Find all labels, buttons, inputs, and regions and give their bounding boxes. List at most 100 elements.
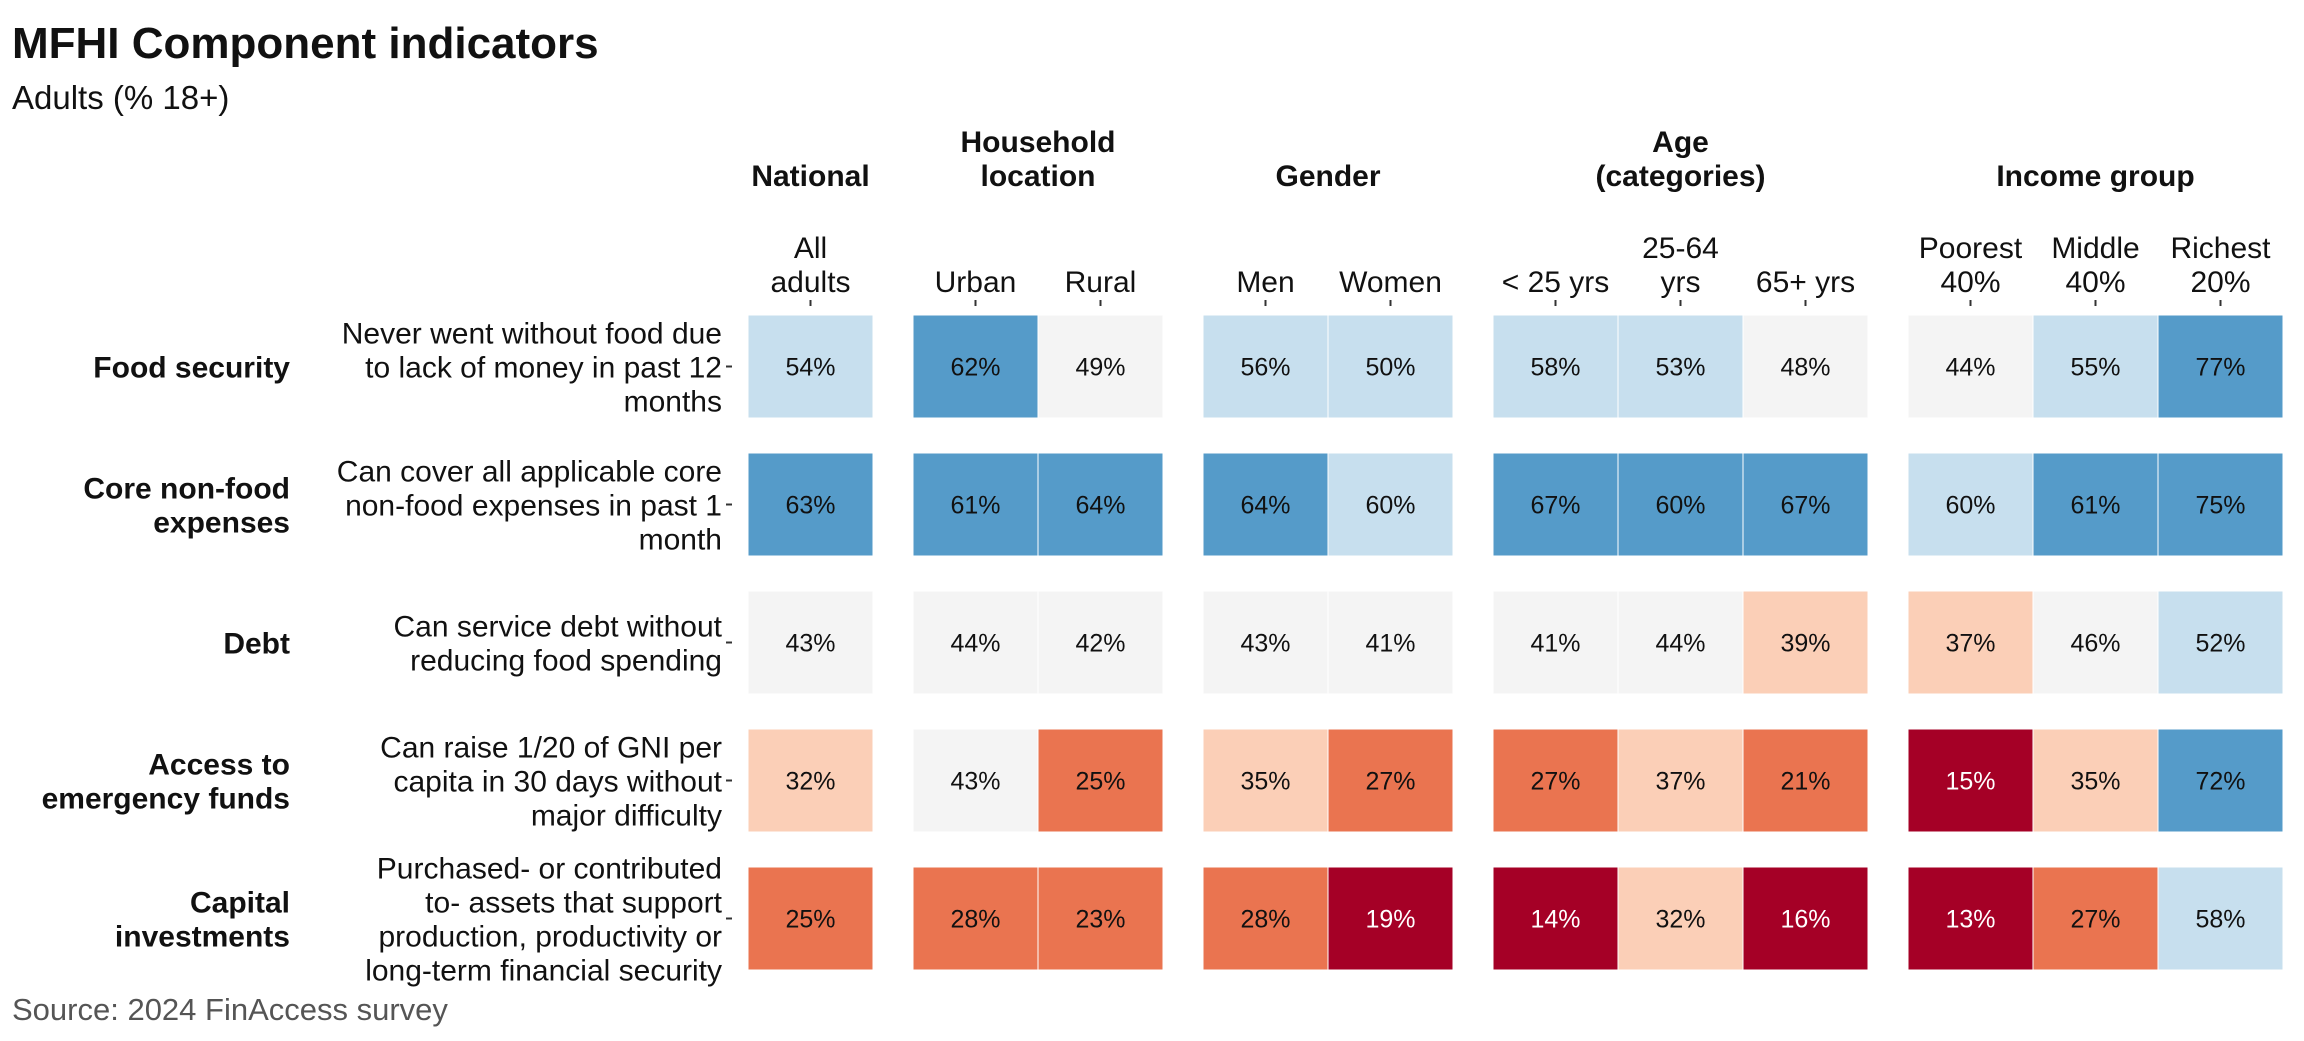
cell-value-label: 61% xyxy=(2070,492,2120,520)
cell-value-label: 28% xyxy=(1240,906,1290,934)
heatmap-cell xyxy=(747,452,874,557)
heatmap-cell xyxy=(1907,866,2034,971)
heatmap-cell xyxy=(1617,314,1744,419)
cell-value-label: 14% xyxy=(1530,906,1580,934)
heatmap-cell xyxy=(1492,314,1619,419)
heatmap-cell xyxy=(1202,314,1329,419)
heatmap-cell xyxy=(2032,590,2159,695)
column-header: Urban xyxy=(935,266,1017,299)
heatmap-cell xyxy=(1327,728,1454,833)
heatmap-cell xyxy=(1037,314,1164,419)
cell-value-label: 42% xyxy=(1075,630,1125,658)
heatmap-cell xyxy=(1742,866,1869,971)
heatmap-cell xyxy=(912,314,1039,419)
heatmap-cell xyxy=(1037,866,1164,971)
heatmap-cell xyxy=(2157,728,2284,833)
heatmap-cell xyxy=(1327,866,1454,971)
heatmap-cell xyxy=(1907,314,2034,419)
column-header: Middle 40% xyxy=(2051,232,2139,299)
heatmap-cell xyxy=(1742,314,1869,419)
heatmap-cell xyxy=(1327,452,1454,557)
heatmap-cell xyxy=(1492,728,1619,833)
column-header: 25-64 yrs xyxy=(1642,232,1719,299)
heatmap-cell xyxy=(747,866,874,971)
cell-value-label: 58% xyxy=(1530,354,1580,382)
heatmap-cell xyxy=(1327,314,1454,419)
group-header: Income group xyxy=(1996,160,2194,193)
cell-value-label: 55% xyxy=(2070,354,2120,382)
heatmap-cell xyxy=(1037,728,1164,833)
cell-value-label: 75% xyxy=(2195,492,2245,520)
heatmap-cell xyxy=(2157,452,2284,557)
heatmap-cell xyxy=(1202,728,1329,833)
row-indicator-label: Can cover all applicable core non-food ex… xyxy=(337,456,722,557)
column-header: 65+ yrs xyxy=(1756,266,1855,299)
row-category-label: Debt xyxy=(223,628,290,661)
column-header: Rural xyxy=(1065,266,1137,299)
cell-value-label: 67% xyxy=(1530,492,1580,520)
heatmap-cell xyxy=(1202,590,1329,695)
cell-value-label: 60% xyxy=(1945,492,1995,520)
heatmap-cell xyxy=(1742,452,1869,557)
cell-value-label: 25% xyxy=(1075,768,1125,796)
cell-value-label: 62% xyxy=(950,354,1000,382)
cell-value-label: 37% xyxy=(1945,630,1995,658)
heatmap-cell xyxy=(1742,728,1869,833)
cell-value-label: 44% xyxy=(950,630,1000,658)
heatmap-cell xyxy=(2032,314,2159,419)
column-header: Richest 20% xyxy=(2170,232,2271,299)
group-header: Gender xyxy=(1275,160,1380,193)
group-header: Age (categories) xyxy=(1595,126,1765,193)
heatmap-cell xyxy=(1202,866,1329,971)
cell-value-label: 50% xyxy=(1365,354,1415,382)
chart-subtitle: Adults (% 18+) xyxy=(12,79,229,116)
chart-source: Source: 2024 FinAccess survey xyxy=(12,992,448,1027)
row-category-label: Core non-food expenses xyxy=(83,473,290,540)
cell-value-label: 60% xyxy=(1365,492,1415,520)
heatmap-cell xyxy=(1617,866,1744,971)
heatmap-cell xyxy=(912,866,1039,971)
column-header: All adults xyxy=(770,232,850,299)
heatmap-cell xyxy=(1742,590,1869,695)
cell-value-label: 53% xyxy=(1655,354,1705,382)
heatmap-cell xyxy=(1037,452,1164,557)
heatmap-cell xyxy=(747,314,874,419)
cell-value-label: 19% xyxy=(1365,906,1415,934)
cell-value-label: 46% xyxy=(2070,630,2120,658)
cell-value-label: 72% xyxy=(2195,768,2245,796)
row-indicator-label: Can raise 1/20 of GNI per capita in 30 da… xyxy=(380,732,722,833)
row-category-label: Food security xyxy=(93,352,290,385)
cell-value-label: 23% xyxy=(1075,906,1125,934)
row-indicator-label: Purchased- or contributed to- assets that… xyxy=(365,853,722,988)
cell-value-label: 67% xyxy=(1780,492,1830,520)
heatmap-cell xyxy=(1907,728,2034,833)
chart-title: MFHI Component indicators xyxy=(12,19,599,68)
cell-value-label: 63% xyxy=(785,492,835,520)
column-header: Poorest 40% xyxy=(1919,232,2023,299)
cell-value-label: 39% xyxy=(1780,630,1830,658)
cell-value-label: 64% xyxy=(1240,492,1290,520)
heatmap-cell xyxy=(1492,452,1619,557)
cell-value-label: 43% xyxy=(1240,630,1290,658)
cell-value-label: 27% xyxy=(2070,906,2120,934)
cell-value-label: 54% xyxy=(785,354,835,382)
cell-value-label: 28% xyxy=(950,906,1000,934)
cell-value-label: 32% xyxy=(785,768,835,796)
heatmap-cell xyxy=(1037,590,1164,695)
heatmap-cell xyxy=(2157,314,2284,419)
cell-value-label: 27% xyxy=(1530,768,1580,796)
group-header: Household location xyxy=(961,126,1116,193)
group-header: National xyxy=(751,160,869,193)
cell-value-label: 25% xyxy=(785,906,835,934)
heatmap-cell xyxy=(747,728,874,833)
cell-value-label: 77% xyxy=(2195,354,2245,382)
heatmap-cell xyxy=(1202,452,1329,557)
cell-value-label: 16% xyxy=(1780,906,1830,934)
cell-value-label: 35% xyxy=(1240,768,1290,796)
cell-value-label: 49% xyxy=(1075,354,1125,382)
cell-value-label: 60% xyxy=(1655,492,1705,520)
cell-value-label: 43% xyxy=(950,768,1000,796)
heatmap-cell xyxy=(2157,866,2284,971)
